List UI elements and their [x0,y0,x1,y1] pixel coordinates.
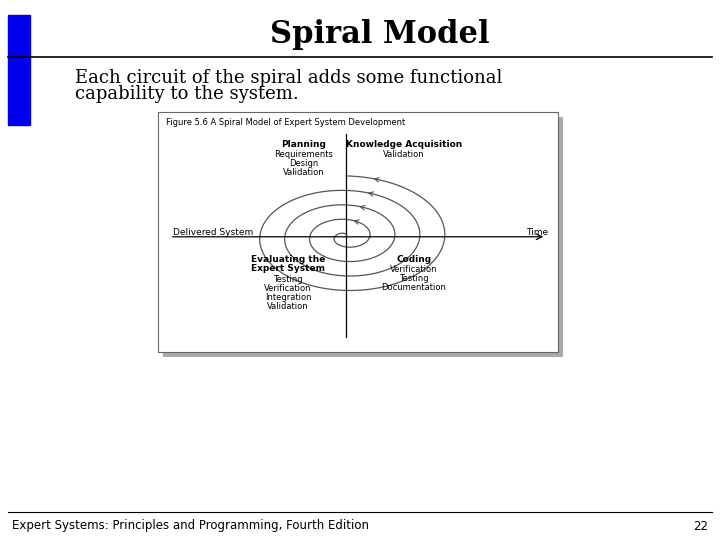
Text: capability to the system.: capability to the system. [75,85,299,103]
Text: Validation: Validation [383,150,425,159]
Text: Planning: Planning [282,140,326,149]
Text: Validation: Validation [283,168,325,177]
Text: Testing: Testing [273,275,303,284]
Text: Spiral Model: Spiral Model [270,19,490,51]
Bar [163,117,563,357]
Text: Integration: Integration [265,293,311,302]
Text: Verification: Verification [264,284,312,293]
Text: Expert Systems: Principles and Programming, Fourth Edition: Expert Systems: Principles and Programmi… [12,519,369,532]
Text: Knowledge Acquisition: Knowledge Acquisition [346,140,462,149]
Text: 22: 22 [693,519,708,532]
Text: Validation: Validation [267,302,309,311]
Text: Design: Design [289,159,319,168]
Bar [8,15,30,125]
Text: Testing: Testing [399,274,429,283]
Bar [158,112,558,352]
Text: Documentation: Documentation [382,283,446,292]
Text: Figure 5.6 A Spiral Model of Expert System Development: Figure 5.6 A Spiral Model of Expert Syst… [166,118,405,127]
Text: Time: Time [526,228,548,237]
Text: Evaluating the: Evaluating the [251,255,325,264]
Text: Coding: Coding [397,255,431,264]
Text: Verification: Verification [390,265,438,274]
Text: Each circuit of the spiral adds some functional: Each circuit of the spiral adds some fun… [75,69,503,87]
Text: Expert System: Expert System [251,264,325,273]
Text: Requirements: Requirements [274,150,333,159]
Text: Delivered System: Delivered System [173,228,253,237]
